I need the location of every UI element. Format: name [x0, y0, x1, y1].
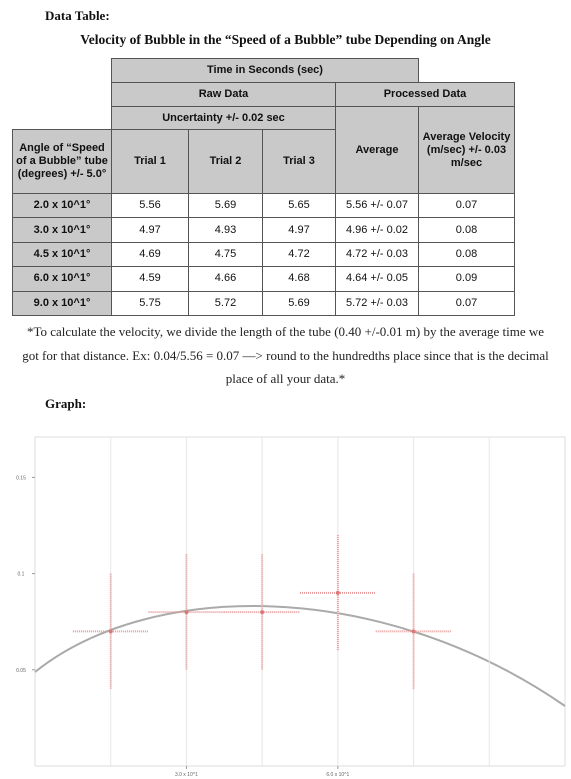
data-point: [108, 629, 113, 634]
row-header: 3.0 x 10^1°: [12, 217, 112, 243]
table-cell: 0.09: [418, 266, 515, 292]
data-point: [184, 610, 189, 615]
header-cell: Uncertainty +/- 0.02 sec: [111, 106, 336, 130]
chart: 3.0 x 10^1 6.0 x 10^1 0.05 0.1 0.15: [16, 436, 566, 778]
column-header: Trial 3: [262, 129, 336, 194]
y-tick-label: 0.1: [18, 572, 25, 578]
data-point: [411, 629, 416, 634]
data-point: [260, 610, 265, 615]
x-tick-label: 6.0 x 10^1: [326, 772, 349, 778]
plot-frame: [34, 436, 566, 767]
graph-heading: Graph:: [45, 396, 87, 411]
column-header: Average: [335, 106, 419, 194]
header-cell: Time in Seconds (sec): [111, 58, 419, 83]
row-header: 9.0 x 10^1°: [12, 290, 112, 316]
y-tick-label: 0.05: [16, 668, 26, 674]
table-cell: 0.07: [418, 193, 515, 219]
table-cell: 0.07: [418, 290, 515, 316]
table-cell: 4.96 +/- 0.02: [335, 217, 419, 243]
table-cell: 5.65: [262, 193, 336, 219]
table-cell: 5.72: [188, 290, 263, 316]
column-header: Trial 1: [111, 129, 189, 194]
data-point: [335, 590, 340, 595]
table-cell: 4.72: [262, 241, 336, 268]
table-cell: 4.93: [188, 217, 263, 243]
table-cell: 4.64 +/- 0.05: [335, 266, 419, 292]
row-header: 2.0 x 10^1°: [12, 193, 112, 219]
table-cell: 4.97: [262, 217, 336, 243]
column-header: Angle of “Speed of a Bubble” tube (degre…: [12, 129, 112, 194]
row-header: 4.5 x 10^1°: [12, 241, 112, 268]
header-cell: Processed Data: [335, 82, 515, 107]
table-cell: 4.59: [111, 266, 189, 292]
table-cell: 4.69: [111, 241, 189, 268]
row-header: 6.0 x 10^1°: [12, 266, 112, 292]
table-cell: 5.56 +/- 0.07: [335, 193, 419, 219]
table-cell: 5.69: [262, 290, 336, 316]
table-cell: 5.56: [111, 193, 189, 219]
header-cell: Raw Data: [111, 82, 336, 107]
trend-curve: [34, 605, 566, 707]
table-cell: 0.08: [418, 241, 515, 268]
section-heading: Data Table:: [45, 8, 110, 23]
table-cell: 4.66: [188, 266, 263, 292]
table-cell: 4.68: [262, 266, 336, 292]
x-tick-label: 3.0 x 10^1: [175, 772, 198, 778]
table-cell: 5.75: [111, 290, 189, 316]
column-header: Trial 2: [188, 129, 263, 194]
y-tick-label: 0.15: [16, 475, 26, 481]
table-cell: 5.69: [188, 193, 263, 219]
table-cell: 4.72 +/- 0.03: [335, 241, 419, 268]
column-header: Average Velocity (m/sec) +/- 0.03 m/sec: [418, 106, 515, 194]
footnote: *To calculate the velocity, we divide th…: [22, 324, 549, 386]
table-cell: 0.08: [418, 217, 515, 243]
table-title: Velocity of Bubble in the “Speed of a Bu…: [80, 32, 491, 47]
table-cell: 4.75: [188, 241, 263, 268]
table-cell: 5.72 +/- 0.03: [335, 290, 419, 316]
table-cell: 4.97: [111, 217, 189, 243]
